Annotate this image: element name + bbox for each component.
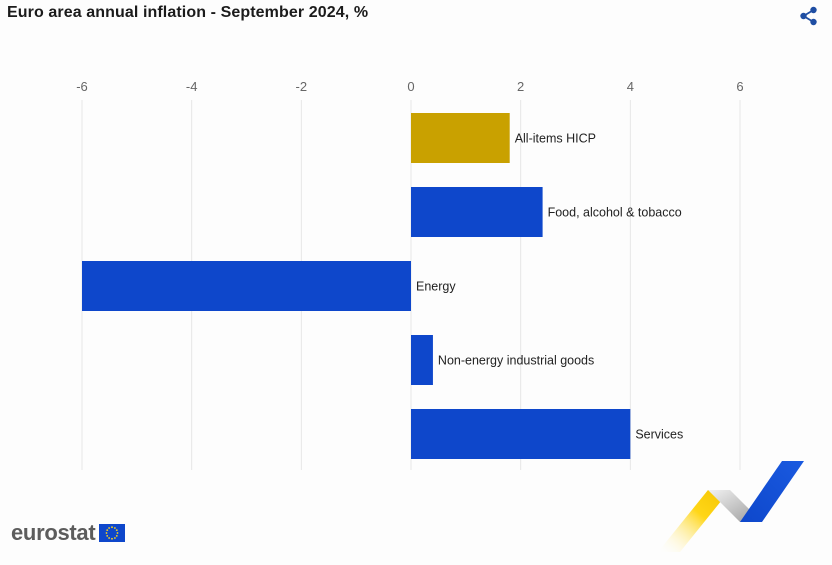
- bar[interactable]: [411, 335, 433, 385]
- bar[interactable]: [411, 113, 510, 163]
- x-tick-label: -6: [76, 79, 88, 94]
- bar[interactable]: [411, 409, 631, 459]
- chart-title: Euro area annual inflation - September 2…: [7, 4, 369, 21]
- share-button[interactable]: [797, 5, 821, 27]
- x-tick-label: 4: [627, 79, 634, 94]
- category-label: All-items HICP: [515, 132, 596, 146]
- x-tick-label: 0: [407, 79, 414, 94]
- eu-flag-icon: [99, 524, 126, 542]
- decorative-stripes-icon: [658, 461, 804, 552]
- x-tick-label: -4: [186, 79, 198, 94]
- bars: [82, 113, 631, 459]
- bar[interactable]: [82, 261, 411, 311]
- x-tick-label: 6: [736, 79, 743, 94]
- category-label: Services: [635, 428, 683, 442]
- x-tick-label: 2: [517, 79, 524, 94]
- brand-name: eurostat: [11, 520, 96, 545]
- category-label: Energy: [416, 280, 456, 294]
- x-tick-label: -2: [296, 79, 308, 94]
- eurostat-logo: eurostat: [11, 520, 126, 546]
- category-labels: All-items HICP Food, alcohol & tobacco Ene…: [416, 132, 683, 442]
- category-label: Non-energy industrial goods: [438, 354, 594, 368]
- category-label: Food, alcohol & tobacco: [548, 206, 682, 220]
- share-icon: [800, 6, 817, 26]
- bar[interactable]: [411, 187, 543, 237]
- x-axis-ticks: -6 -4 -2 0 2 4 6: [76, 79, 743, 94]
